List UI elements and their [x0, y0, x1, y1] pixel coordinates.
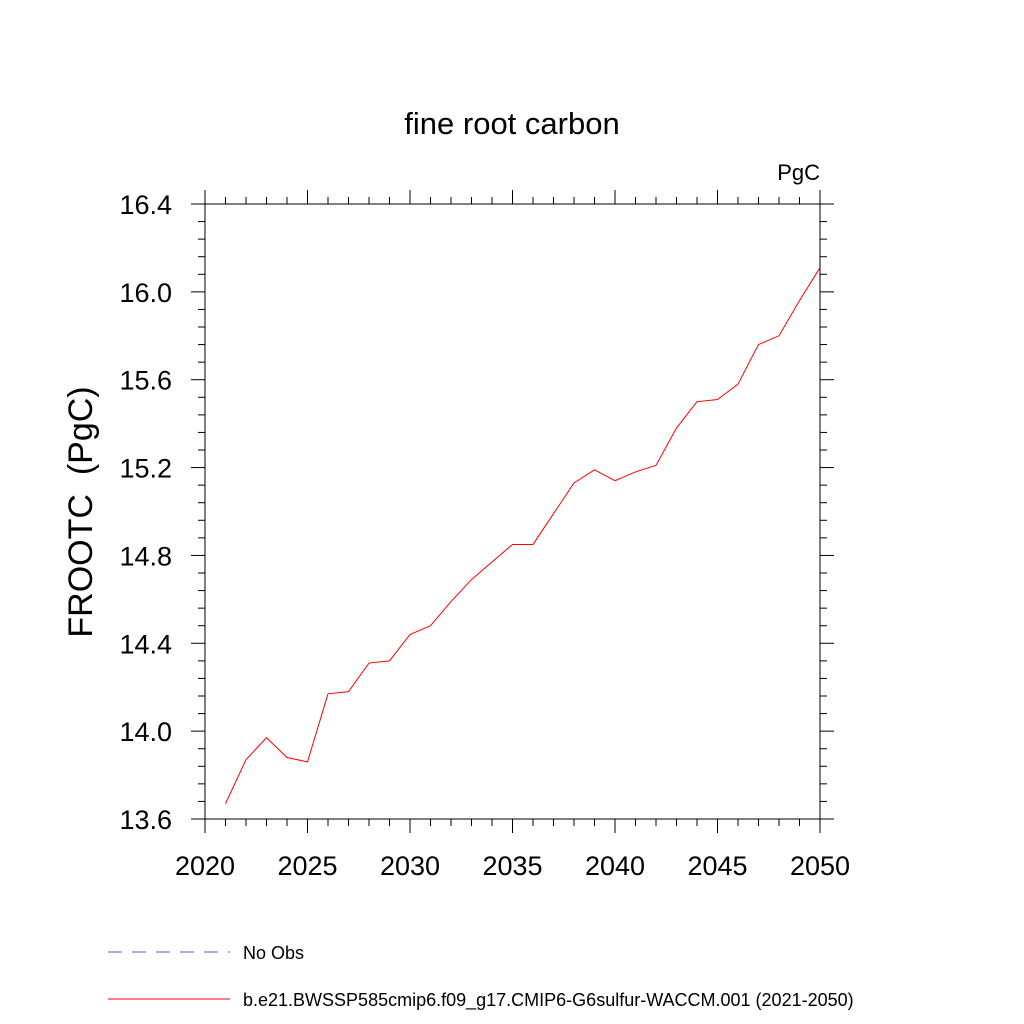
- data-point: [430, 625, 431, 626]
- data-point: [656, 465, 657, 466]
- data-point: [717, 399, 718, 400]
- y-tick-label: 15.6: [119, 366, 172, 396]
- data-point: [758, 344, 759, 345]
- data-point: [533, 544, 534, 545]
- x-tick-label: 2035: [482, 851, 542, 881]
- data-point: [799, 300, 800, 301]
- data-point: [471, 579, 472, 580]
- units-label: PgC: [777, 160, 820, 185]
- data-point: [451, 601, 452, 602]
- chart-title: fine root carbon: [404, 106, 619, 141]
- data-point: [615, 480, 616, 481]
- series-layer: [225, 267, 821, 804]
- data-point: [676, 428, 677, 429]
- data-point: [779, 335, 780, 336]
- data-point: [266, 737, 267, 738]
- data-point: [369, 663, 370, 664]
- data-point: [348, 691, 349, 692]
- x-tick-label: 2040: [585, 851, 645, 881]
- data-point: [574, 482, 575, 483]
- data-point: [225, 803, 226, 804]
- series-line: [225, 267, 821, 804]
- data-point: [594, 469, 595, 470]
- y-tick-label: 15.2: [119, 454, 172, 484]
- y-tick-label: 16.4: [119, 190, 172, 220]
- data-point: [492, 562, 493, 563]
- y-tick-label: 14.8: [119, 541, 172, 571]
- y-tick-label: 13.6: [119, 805, 172, 835]
- data-point: [328, 693, 329, 694]
- x-tick-label: 2030: [380, 851, 440, 881]
- x-tick-label: 2045: [687, 851, 747, 881]
- data-point: [410, 634, 411, 635]
- data-point: [635, 471, 636, 472]
- x-tick-label: 2020: [175, 851, 235, 881]
- data-point: [697, 401, 698, 402]
- data-point: [738, 384, 739, 385]
- data-point: [307, 761, 308, 762]
- data-point: [820, 267, 821, 268]
- data-point: [287, 757, 288, 758]
- legend-label: b.e21.BWSSP585cmip6.f09_g17.CMIP6-G6sulf…: [243, 990, 854, 1011]
- plot-frame: [204, 203, 821, 820]
- data-point: [553, 513, 554, 514]
- y-tick-label: 14.4: [119, 629, 172, 659]
- data-point: [512, 544, 513, 545]
- data-point: [389, 660, 390, 661]
- x-tick-label: 2050: [790, 851, 850, 881]
- ticks-layer: [191, 190, 834, 833]
- y-axis-label: FROOTC (PgC): [62, 386, 100, 637]
- data-point: [246, 759, 247, 760]
- legend: No Obs b.e21.BWSSP585cmip6.f09_g17.CMIP6-…: [108, 943, 854, 1011]
- legend-label: No Obs: [243, 943, 304, 963]
- x-tick-label: 2025: [277, 851, 337, 881]
- y-tick-label: 16.0: [119, 278, 172, 308]
- tick-labels-layer: 2020 2025 2030 2035 2040 2045 2050 13.6 14.0 14.4…: [119, 190, 850, 881]
- y-tick-label: 14.0: [119, 717, 172, 747]
